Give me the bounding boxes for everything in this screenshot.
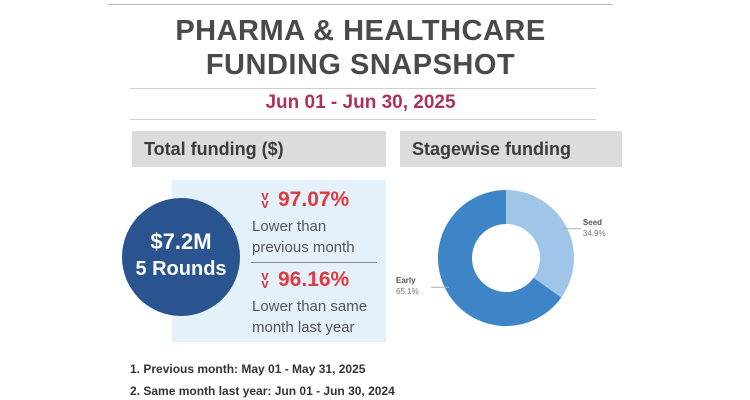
donut-value-seed: 34.9% [583, 229, 606, 238]
donut-slice-seed [506, 190, 574, 298]
last-year-label: Lower than same month last year [252, 296, 367, 338]
total-amount: $7.2M [150, 229, 212, 254]
page-title: PHARMA & HEALTHCARE FUNDING SNAPSHOT [108, 14, 613, 82]
total-funding-circle: $7.2M 5 Rounds [122, 198, 240, 316]
date-top-divider [130, 88, 596, 89]
stagewise-funding-heading: Stagewise funding [400, 131, 622, 167]
title-line-1: PHARMA & HEALTHCARE [175, 15, 546, 47]
donut-label-early: Early [396, 276, 416, 285]
kpi-divider [251, 262, 377, 263]
date-range: Jun 01 - Jun 30, 2025 [265, 92, 456, 113]
last-year-label-line-1: Lower than same [252, 298, 368, 315]
footnote-2: 2. Same month last year: Jun 01 - Jun 30… [130, 384, 395, 398]
date-bottom-divider [130, 119, 596, 120]
decline-vs-previous-month: 97.07% [278, 188, 350, 211]
last-year-label-line-2: month last year [252, 319, 355, 336]
top-divider [108, 4, 613, 5]
title-line-2: FUNDING SNAPSHOT [205, 49, 516, 81]
donut-value-early: 65.1% [396, 287, 419, 296]
previous-month-label-line-2: previous month [252, 239, 355, 256]
total-funding-heading: Total funding ($) [132, 131, 386, 167]
donut-slice-early [438, 190, 562, 326]
previous-month-label-line-1: Lower than [252, 218, 327, 235]
stagewise-donut-chart: Seed 34.9% Early 65.1% [394, 180, 613, 350]
previous-month-label: Lower than previous month [252, 216, 355, 258]
donut-svg: Seed 34.9% Early 65.1% [396, 190, 606, 326]
decline-vs-last-year: 96.16% [278, 268, 350, 291]
snapshot-page: PHARMA & HEALTHCARE FUNDING SNAPSHOT Jun… [108, 0, 622, 400]
rounds-count: 5 Rounds [135, 258, 227, 280]
footnote-1: 1. Previous month: May 01 - May 31, 2025 [130, 362, 366, 376]
donut-label-seed: Seed [583, 218, 602, 227]
